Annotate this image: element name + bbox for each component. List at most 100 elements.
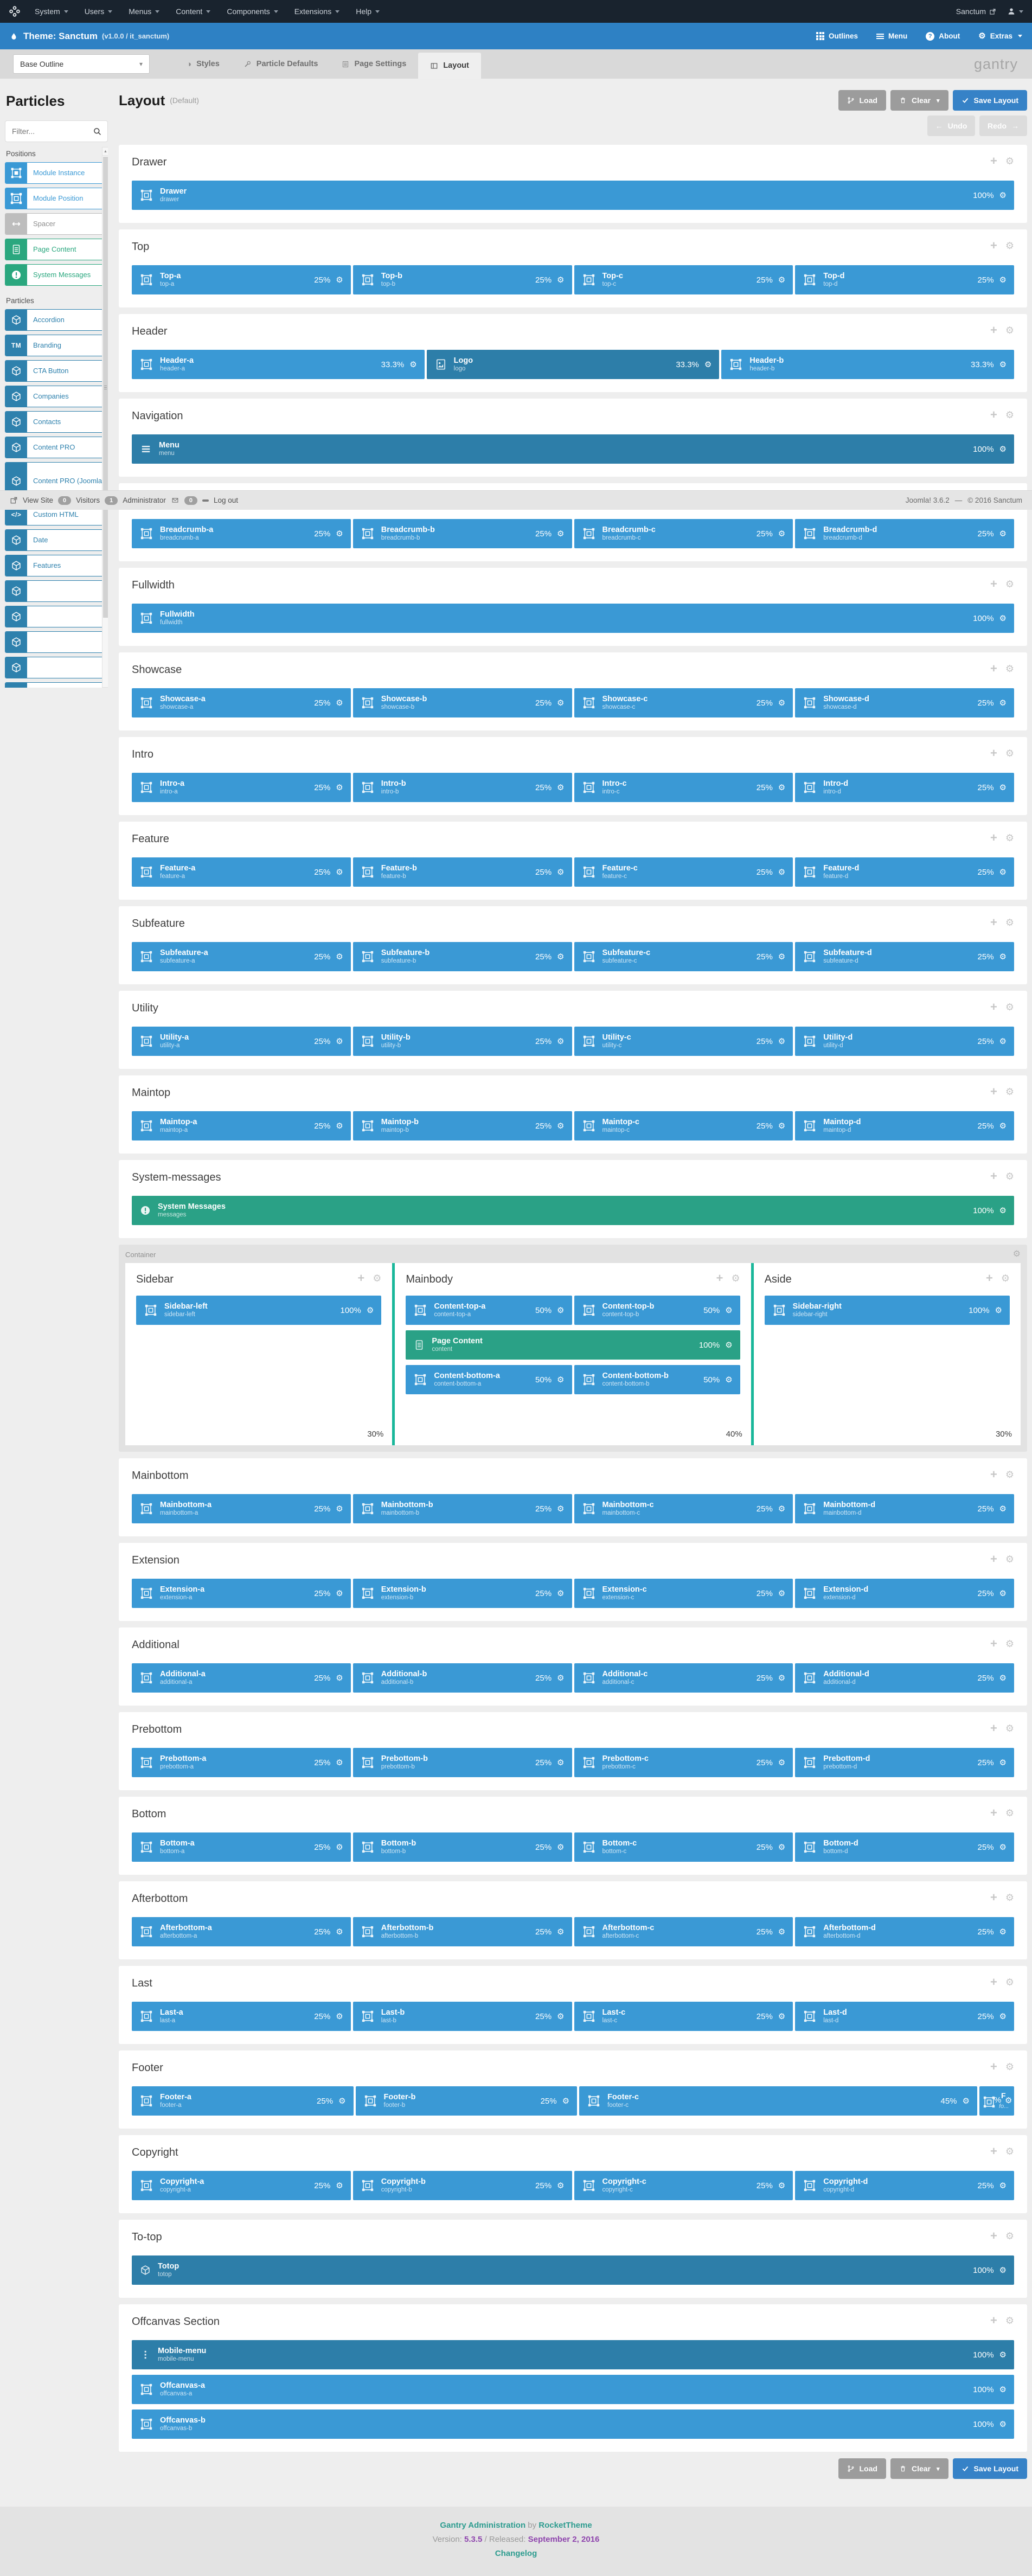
- section-settings-icon[interactable]: ⚙: [731, 1273, 740, 1284]
- particle-bar-utility-a[interactable]: Utility-a utility-a 25% ⚙: [132, 1027, 351, 1056]
- particle-settings-icon[interactable]: ⚙: [557, 529, 565, 539]
- section-settings-icon[interactable]: ⚙: [1005, 156, 1014, 166]
- palette-item-features[interactable]: Features: [5, 555, 108, 576]
- particle-bar-breadcrumb-a[interactable]: Breadcrumb-a breadcrumb-a 25% ⚙: [132, 519, 351, 548]
- particle-settings-icon[interactable]: ⚙: [999, 1842, 1007, 1852]
- tab-layout[interactable]: Layout: [418, 53, 481, 79]
- section-settings-icon[interactable]: ⚙: [1005, 1086, 1014, 1097]
- particle-settings-icon[interactable]: ⚙: [999, 1927, 1007, 1937]
- particle-bar-last-c[interactable]: Last-c last-c 25% ⚙: [574, 2002, 793, 2031]
- particle-bar-feature-b[interactable]: Feature-b feature-b 25% ⚙: [352, 857, 572, 887]
- add-particle-icon[interactable]: +: [990, 2144, 997, 2158]
- particle-settings-icon[interactable]: ⚙: [999, 2265, 1007, 2275]
- particle-settings-icon[interactable]: ⚙: [999, 2181, 1007, 2190]
- palette-item-system-messages[interactable]: System Messages: [5, 264, 108, 286]
- particle-settings-icon[interactable]: ⚙: [999, 698, 1007, 708]
- particle-settings-icon[interactable]: ⚙: [778, 1758, 786, 1767]
- particle-settings-icon[interactable]: ⚙: [999, 1504, 1007, 1514]
- particle-settings-icon[interactable]: ⚙: [557, 1927, 565, 1937]
- particle-bar-top-b[interactable]: Top-b top-b 25% ⚙: [352, 265, 572, 294]
- section-settings-icon[interactable]: ⚙: [1005, 1638, 1014, 1649]
- particle-bar-intro-b[interactable]: Intro-b intro-b 25% ⚙: [352, 773, 572, 802]
- particle-bar-mainbottom-c[interactable]: Mainbottom-c mainbottom-c 25% ⚙: [574, 1494, 793, 1523]
- particle-bar-footer-c[interactable]: Footer-c footer-c 45% ⚙: [579, 2086, 977, 2116]
- particle-bar-subfeature-b[interactable]: Subfeature-b subfeature-b 25% ⚙: [352, 942, 572, 971]
- undo-button[interactable]: ← Undo: [927, 116, 975, 136]
- add-particle-icon[interactable]: +: [990, 2060, 997, 2073]
- particle-settings-icon[interactable]: ⚙: [557, 1305, 565, 1315]
- section-settings-icon[interactable]: ⚙: [1005, 409, 1014, 420]
- tab-page-settings[interactable]: Page Settings: [330, 49, 418, 79]
- particle-bar-intro-c[interactable]: Intro-c intro-c 25% ⚙: [574, 773, 793, 802]
- particle-bar-offcanvas-a[interactable]: Offcanvas-a offcanvas-a 100% ⚙: [132, 2375, 1014, 2404]
- admin-menu-system[interactable]: System: [35, 7, 68, 16]
- palette-item-cta-button[interactable]: CTA Button: [5, 360, 108, 382]
- section-settings-icon[interactable]: ⚙: [1005, 579, 1014, 589]
- particle-bar-extension-a[interactable]: Extension-a extension-a 25% ⚙: [132, 1579, 351, 1608]
- particle-settings-icon[interactable]: ⚙: [557, 1036, 565, 1046]
- section-settings-icon[interactable]: ⚙: [1005, 2231, 1014, 2241]
- particle-settings-icon[interactable]: ⚙: [995, 1305, 1002, 1315]
- add-particle-icon[interactable]: +: [990, 1169, 997, 1183]
- particle-settings-icon[interactable]: ⚙: [562, 2096, 570, 2106]
- add-particle-icon[interactable]: +: [990, 1891, 997, 1904]
- section-settings-icon[interactable]: ⚙: [1005, 1723, 1014, 1734]
- theme-action-outlines[interactable]: Outlines: [816, 32, 858, 40]
- section-settings-icon[interactable]: ⚙: [1005, 663, 1014, 674]
- particle-bar-footer-a[interactable]: Footer-a footer-a 25% ⚙: [132, 2086, 354, 2116]
- particle-bar-prebottom-c[interactable]: Prebottom-c prebottom-c 25% ⚙: [574, 1748, 793, 1777]
- particle-bar-content-bottom-a[interactable]: Content-bottom-a content-bottom-a 50% ⚙: [406, 1365, 572, 1394]
- particle-bar-subfeature-c[interactable]: Subfeature-c subfeature-c 25% ⚙: [574, 942, 793, 971]
- particle-bar-breadcrumb-b[interactable]: Breadcrumb-b breadcrumb-b 25% ⚙: [352, 519, 572, 548]
- particle-settings-icon[interactable]: ⚙: [999, 1121, 1007, 1131]
- particle-bar-prebottom-b[interactable]: Prebottom-b prebottom-b 25% ⚙: [352, 1748, 572, 1777]
- particle-settings-icon[interactable]: ⚙: [557, 1758, 565, 1767]
- particle-bar-menu[interactable]: Menu menu 100% ⚙: [132, 434, 1014, 464]
- particle-bar-showcase-d[interactable]: Showcase-d showcase-d 25% ⚙: [795, 688, 1014, 717]
- section-settings-icon[interactable]: ⚙: [1005, 917, 1014, 928]
- particle-bar-afterbottom-b[interactable]: Afterbottom-b afterbottom-b 25% ⚙: [352, 1917, 572, 1946]
- particle-bar-drawer[interactable]: Drawer drawer 100% ⚙: [132, 181, 1014, 210]
- palette-item-module-position[interactable]: Module Position: [5, 188, 108, 209]
- particle-bar-copyright-d[interactable]: Copyright-d copyright-d 25% ⚙: [795, 2171, 1014, 2200]
- particle-bar-footer-b[interactable]: Footer-b footer-b 25% ⚙: [355, 2086, 578, 2116]
- panel-scrollbar[interactable]: ▲: [102, 147, 108, 688]
- clear-button[interactable]: Clear ▾: [890, 90, 948, 111]
- particle-settings-icon[interactable]: ⚙: [778, 1588, 786, 1598]
- admin-menu-extensions[interactable]: Extensions: [294, 7, 340, 16]
- particle-bar-bottom-a[interactable]: Bottom-a bottom-a 25% ⚙: [132, 1832, 351, 1862]
- section-settings-icon[interactable]: ⚙: [1005, 1808, 1014, 1818]
- particle-bar-showcase-a[interactable]: Showcase-a showcase-a 25% ⚙: [132, 688, 351, 717]
- particle-bar-feature-c[interactable]: Feature-c feature-c 25% ⚙: [574, 857, 793, 887]
- particle-bar-extension-b[interactable]: Extension-b extension-b 25% ⚙: [352, 1579, 572, 1608]
- save-layout-button[interactable]: Save Layout: [952, 90, 1027, 111]
- particle-settings-icon[interactable]: ⚙: [336, 529, 343, 539]
- add-particle-icon[interactable]: +: [990, 1000, 997, 1014]
- palette-item-content-pro[interactable]: Content PRO: [5, 437, 108, 458]
- particle-settings-icon[interactable]: ⚙: [557, 1842, 565, 1852]
- particle-settings-icon[interactable]: ⚙: [557, 867, 565, 877]
- particle-bar-copyright-b[interactable]: Copyright-b copyright-b 25% ⚙: [352, 2171, 572, 2200]
- particle-settings-icon[interactable]: ⚙: [336, 1121, 343, 1131]
- load-button[interactable]: Load: [838, 90, 886, 111]
- section-settings-icon[interactable]: ⚙: [1005, 1469, 1014, 1480]
- admin-menu-users[interactable]: Users: [85, 7, 113, 16]
- theme-action-extras[interactable]: ⚙ Extras: [978, 32, 1022, 40]
- particle-settings-icon[interactable]: ⚙: [725, 1375, 733, 1385]
- add-particle-icon[interactable]: +: [986, 1271, 993, 1285]
- section-settings-icon[interactable]: ⚙: [1005, 1554, 1014, 1565]
- particle-settings-icon[interactable]: ⚙: [336, 1842, 343, 1852]
- add-particle-icon[interactable]: +: [990, 1552, 997, 1566]
- particle-bar-mainbottom-d[interactable]: Mainbottom-d mainbottom-d 25% ⚙: [795, 1494, 1014, 1523]
- section-settings-icon[interactable]: ⚙: [1001, 1273, 1010, 1284]
- particle-bar-afterbottom-c[interactable]: Afterbottom-c afterbottom-c 25% ⚙: [574, 1917, 793, 1946]
- changelog-link[interactable]: Changelog: [495, 2549, 537, 2558]
- scrollbar-thumb[interactable]: [103, 157, 108, 618]
- particle-settings-icon[interactable]: ⚙: [557, 783, 565, 792]
- save-layout-button-bottom[interactable]: Save Layout: [952, 2458, 1027, 2479]
- particle-bar-breadcrumb-c[interactable]: Breadcrumb-c breadcrumb-c 25% ⚙: [574, 519, 793, 548]
- palette-item-page-content[interactable]: Page Content: [5, 239, 108, 260]
- particle-bar-last-d[interactable]: Last-d last-d 25% ⚙: [795, 2002, 1014, 2031]
- section-settings-icon[interactable]: ⚙: [1005, 2146, 1014, 2157]
- add-particle-icon[interactable]: +: [990, 1721, 997, 1735]
